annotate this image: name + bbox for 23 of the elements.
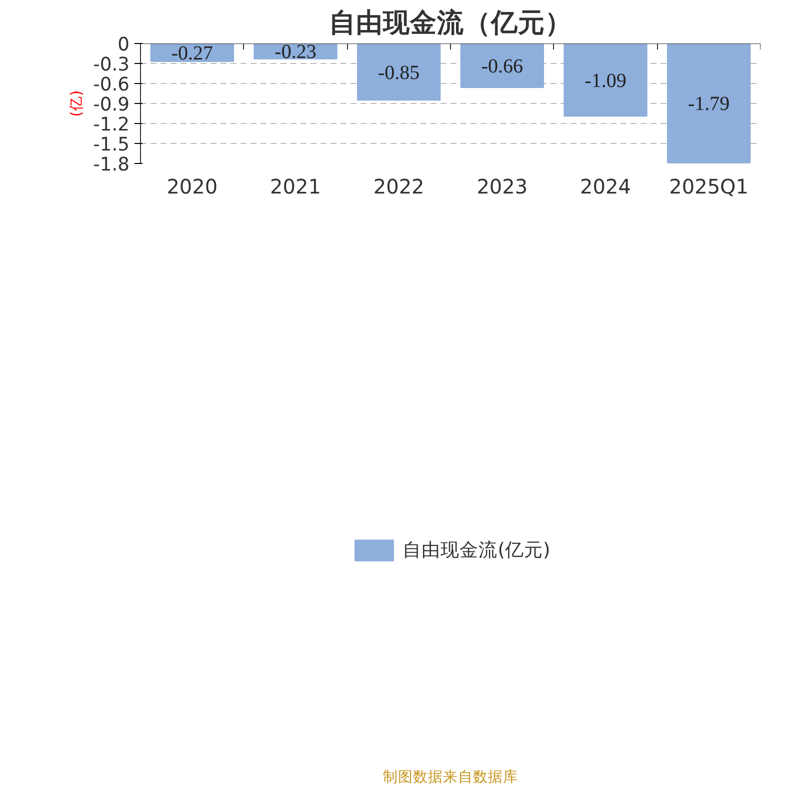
x-tick-label: 2021 bbox=[270, 174, 321, 198]
x-tick-label: 2025Q1 bbox=[669, 174, 749, 198]
x-tick-label: 2022 bbox=[373, 174, 424, 198]
x-tick-label: 2020 bbox=[166, 174, 218, 198]
y-tick-label: -1.5 bbox=[93, 134, 130, 156]
legend-label: 自由现金流(亿元) bbox=[402, 539, 550, 563]
y-tick-label: -1.8 bbox=[93, 154, 130, 176]
y-tick-label: -1.2 bbox=[93, 114, 130, 136]
x-tick-label: 2024 bbox=[580, 174, 631, 198]
text: 制图数据来自数据库 bbox=[383, 768, 518, 786]
y-tick-label: -0.3 bbox=[93, 54, 130, 76]
y-tick-label: 0 bbox=[118, 34, 130, 56]
chart-title: 自由现金流（亿元） bbox=[329, 8, 572, 38]
data-label: -0.27 bbox=[171, 42, 214, 64]
data-label: -0.85 bbox=[378, 62, 420, 84]
x-tick-label: 2023 bbox=[476, 174, 528, 198]
data-label: -1.09 bbox=[584, 70, 626, 92]
y-axis-title: (亿) bbox=[68, 90, 86, 117]
data-label: -1.79 bbox=[688, 93, 730, 116]
data-label: -0.23 bbox=[274, 41, 316, 64]
y-tick-label: -0.6 bbox=[93, 74, 130, 96]
y-tick-label: -0.9 bbox=[93, 94, 130, 116]
data-label: -0.66 bbox=[481, 56, 524, 78]
